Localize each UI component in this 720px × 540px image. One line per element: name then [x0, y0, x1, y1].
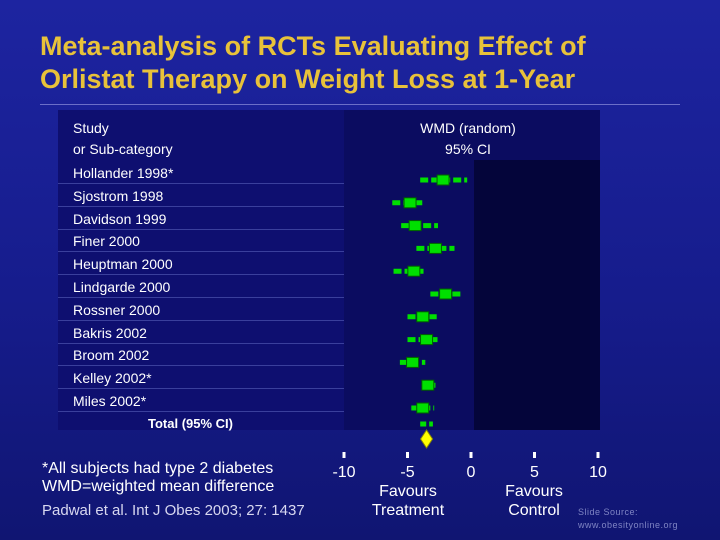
slide-source: Slide Source: www.obesityonline.org	[578, 506, 678, 532]
axis-tick-label: 10	[589, 464, 607, 481]
row-divider	[58, 297, 344, 298]
favours-treatment-label: Favours Treatment	[348, 482, 468, 520]
point-estimate	[403, 197, 417, 209]
title-line-1: Meta-analysis of RCTs Evaluating Effect …	[40, 31, 586, 61]
point-estimate	[428, 242, 442, 254]
footnote-wmd: WMD=weighted mean difference	[42, 478, 275, 495]
axis-tick-label: 0	[467, 464, 476, 481]
wmd-header-line-2: 95% CI	[445, 141, 491, 157]
study-column-header: Study or Sub-category	[73, 118, 173, 160]
favours-control-line-1: Favours	[505, 483, 563, 500]
study-label: Lindgarde 2000	[73, 279, 171, 295]
wmd-header-line-1: WMD (random)	[420, 120, 516, 136]
total-label: Total (95% CI)	[148, 416, 233, 431]
slide-title: Meta-analysis of RCTs Evaluating Effect …	[40, 30, 710, 96]
study-header-line-2: or Sub-category	[73, 141, 173, 157]
title-line-2: Orlistat Therapy on Weight Loss at 1-Yea…	[40, 64, 576, 94]
favours-treatment-line-2: Treatment	[371, 502, 445, 519]
source-line-1: Slide Source:	[578, 507, 639, 517]
row-divider	[58, 411, 344, 412]
study-label: Rossner 2000	[73, 301, 161, 318]
row-divider	[58, 183, 344, 184]
source-line-2: www.obesityonline.org	[578, 520, 679, 530]
footnote-diabetes: *All subjects had type 2 diabetes	[42, 460, 274, 477]
axis-tick-label: -10	[332, 464, 355, 481]
pooled-diamond	[419, 429, 434, 449]
study-label: Bakris 2002	[73, 324, 147, 341]
citation: Padwal et al. Int J Obes 2003; 27: 1437	[42, 502, 305, 519]
wmd-column-header: WMD (random) 95% CI	[398, 118, 538, 160]
favours-control-label: Favours Control	[474, 482, 594, 520]
point-estimate	[408, 220, 422, 232]
row-divider	[58, 251, 344, 253]
study-label: Hollander 1998*	[73, 165, 174, 181]
favours-control-region	[474, 160, 600, 430]
study-label: Davidson 1999	[73, 210, 167, 227]
favours-control-line-2: Control	[508, 502, 560, 519]
axis-tick-label: -5	[400, 464, 414, 481]
axis-tick-label: 5	[530, 464, 539, 481]
study-list-panel	[58, 110, 344, 430]
point-estimate	[421, 379, 435, 391]
row-divider	[58, 274, 344, 276]
row-divider	[58, 365, 344, 367]
study-label: Sjostrom 1998	[73, 187, 164, 204]
title-divider	[40, 104, 680, 105]
point-estimate	[407, 265, 421, 277]
row-divider	[58, 319, 344, 321]
point-estimate	[416, 402, 430, 414]
study-label: Miles 2002*	[73, 393, 147, 409]
point-estimate	[416, 311, 430, 323]
study-label: Kelley 2002*	[73, 370, 152, 387]
point-estimate	[420, 334, 434, 346]
row-divider	[58, 342, 344, 344]
point-estimate	[406, 356, 420, 368]
study-label: Finer 2000	[73, 233, 140, 250]
study-header-line-1: Study	[73, 120, 109, 136]
study-label: Heuptman 2000	[73, 256, 173, 273]
point-estimate	[436, 174, 450, 186]
row-divider	[58, 205, 344, 207]
point-estimate	[439, 288, 453, 300]
study-label: Broom 2002	[73, 347, 150, 364]
row-divider	[58, 228, 344, 230]
row-divider	[58, 388, 344, 390]
favours-treatment-line-1: Favours	[379, 483, 437, 500]
